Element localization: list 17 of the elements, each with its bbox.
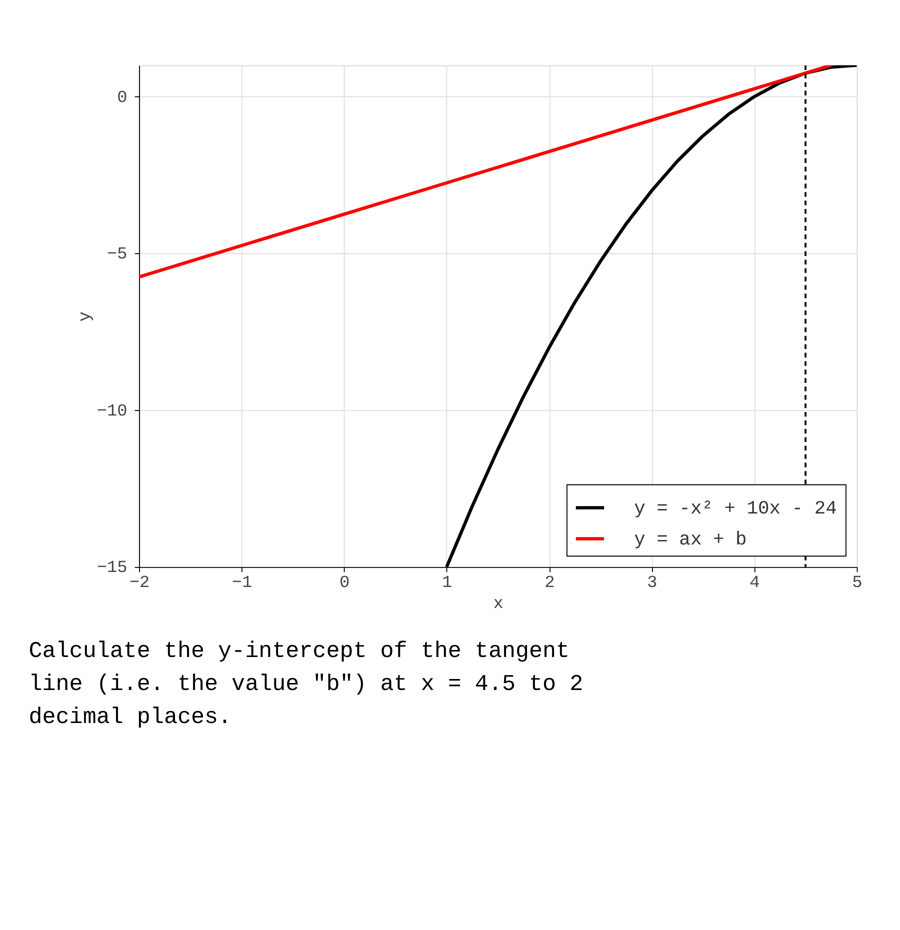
x-tick-label: −2 — [129, 574, 150, 594]
legend-label: y = -x² + 10x - 24 — [634, 497, 837, 520]
x-tick-label: −1 — [232, 574, 252, 594]
legend-label: y = ax + b — [634, 528, 747, 550]
x-tick-label: 5 — [852, 574, 862, 594]
x-axis-title: x — [493, 594, 504, 614]
y-tick-label: −10 — [96, 402, 128, 422]
text: Calculate the y-intercept of the tangent line (i.e. the value "b") at x = 4.5 to 2 decimal places. — [28, 638, 584, 730]
y-tick-label: 0 — [117, 88, 128, 108]
y-axis-title: y — [76, 312, 96, 322]
x-tick-label: 3 — [647, 574, 658, 594]
y-tick-label: −15 — [96, 559, 128, 578]
y-tick-label: −5 — [107, 246, 128, 265]
x-tick-label: 1 — [442, 574, 452, 594]
x-tick-label: 0 — [340, 574, 350, 594]
x-tick-label: 4 — [750, 574, 760, 594]
x-tick-label: 2 — [544, 574, 555, 594]
